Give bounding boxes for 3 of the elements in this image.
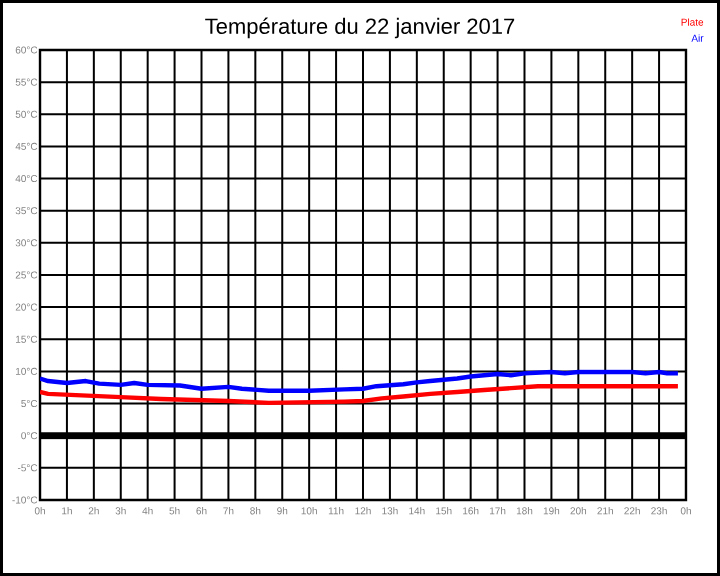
line-series <box>40 383 681 406</box>
chart-title: Température du 22 janvier 2017 <box>205 17 515 39</box>
line-series <box>40 369 681 393</box>
